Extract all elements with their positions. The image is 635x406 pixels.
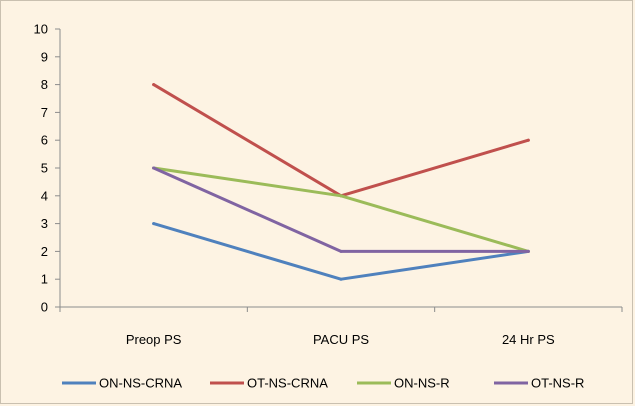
data-point-ot-ns-crna [526, 138, 530, 142]
chart-axes: 0 1 2 3 4 5 6 7 8 9 10 Preop PS PACU PS 24 Hr PS [34, 22, 623, 347]
y-tick-label: 2 [41, 244, 48, 259]
y-tick-label: 1 [41, 272, 48, 287]
y-tick-label: 0 [41, 300, 48, 315]
data-point-on-ns-crna [339, 277, 343, 281]
legend-label: ON-NS-R [394, 376, 450, 391]
x-tick-label: Preop PS [126, 332, 182, 347]
chart-legend: ON-NS-CRNA OT-NS-CRNA ON-NS-R OT-NS-R [62, 376, 584, 391]
data-point-ot-ns-r [152, 166, 156, 170]
legend-label: OT-NS-R [531, 376, 584, 391]
data-point-ot-ns-crna [152, 83, 156, 87]
y-tick-label: 3 [41, 216, 48, 231]
y-tick-label: 7 [41, 105, 48, 120]
series-line-ot-ns-crna [152, 83, 530, 198]
y-tick-label: 4 [41, 188, 48, 203]
y-tick-label: 6 [41, 133, 48, 148]
data-point-on-ns-crna [152, 222, 156, 226]
data-point-ot-ns-r [526, 249, 530, 253]
x-tick-label: PACU PS [313, 332, 369, 347]
data-point-on-ns-r [339, 194, 343, 198]
data-point-ot-ns-r [339, 249, 343, 253]
y-tick-label: 8 [41, 77, 48, 92]
y-tick-label: 10 [34, 22, 48, 37]
y-tick-label: 5 [41, 161, 48, 176]
x-tick-label: 24 Hr PS [502, 332, 555, 347]
series-lines [152, 83, 530, 281]
legend-label: OT-NS-CRNA [247, 376, 328, 391]
y-tick-label: 9 [41, 49, 48, 64]
legend-label: ON-NS-CRNA [99, 376, 182, 391]
